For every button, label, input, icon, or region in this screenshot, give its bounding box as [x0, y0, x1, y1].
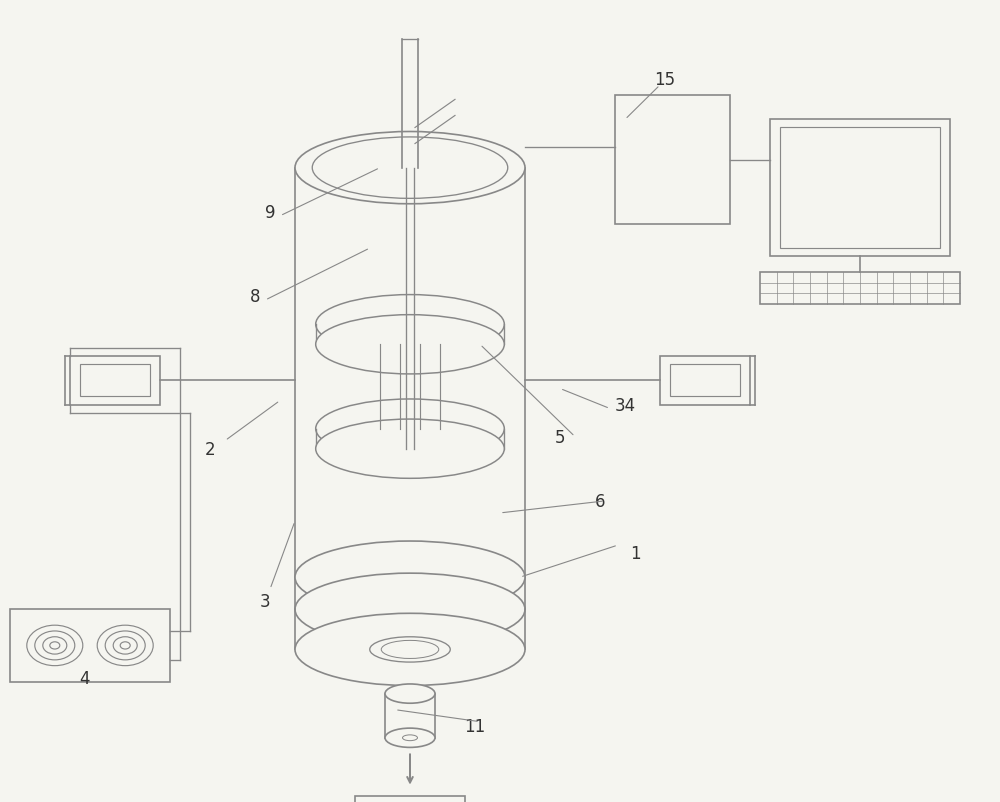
Bar: [10, 610, 170, 682]
Text: 5: 5: [555, 428, 565, 446]
Ellipse shape: [316, 315, 504, 375]
Ellipse shape: [295, 614, 525, 686]
Bar: [770, 120, 950, 257]
Bar: [780, 128, 940, 249]
Ellipse shape: [295, 132, 525, 205]
Text: 11: 11: [464, 717, 486, 735]
Text: 34: 34: [614, 396, 636, 414]
Bar: [660, 357, 750, 405]
Text: 2: 2: [205, 440, 215, 458]
Text: 6: 6: [595, 492, 605, 510]
Bar: [70, 357, 160, 405]
Bar: [615, 96, 730, 225]
Bar: [760, 273, 960, 305]
Ellipse shape: [385, 728, 435, 747]
Bar: [670, 365, 740, 397]
Text: 9: 9: [265, 204, 275, 221]
Text: 3: 3: [260, 593, 270, 610]
Text: 8: 8: [250, 288, 260, 306]
Ellipse shape: [385, 684, 435, 703]
Ellipse shape: [316, 419, 504, 479]
Bar: [80, 365, 150, 397]
Text: 4: 4: [80, 669, 90, 687]
Text: 1: 1: [630, 545, 640, 562]
Ellipse shape: [316, 295, 504, 354]
Ellipse shape: [295, 573, 525, 646]
Ellipse shape: [316, 399, 504, 459]
Ellipse shape: [295, 541, 525, 614]
Text: 15: 15: [654, 71, 676, 89]
Bar: [355, 796, 465, 802]
